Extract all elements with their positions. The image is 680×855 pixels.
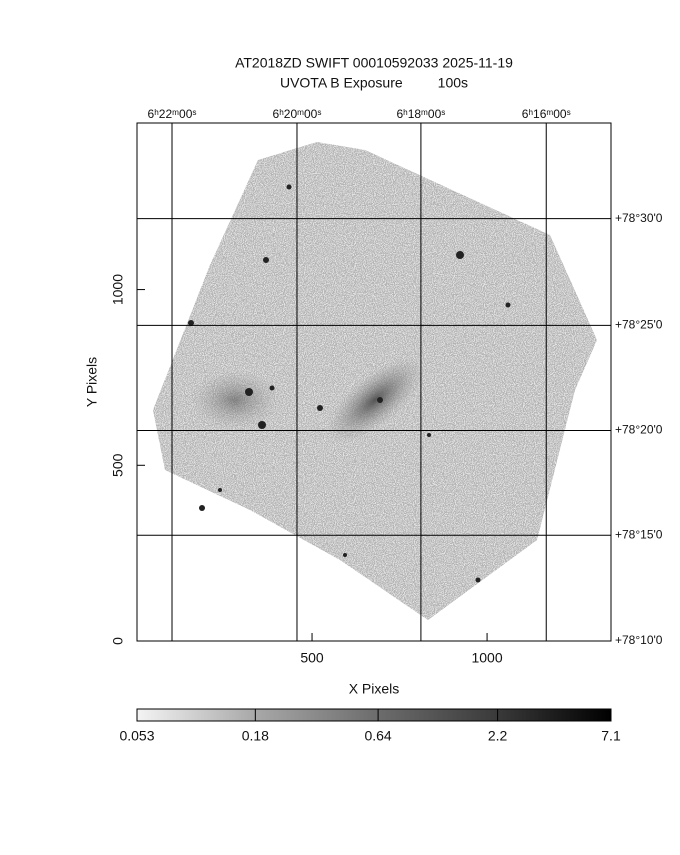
chart-subtitle: UVOTA B Exposure 100s	[280, 75, 468, 91]
chart-title: AT2018ZD SWIFT 00010592033 2025-11-19	[235, 55, 513, 71]
colorbar-tick-label: 2.2	[488, 728, 508, 744]
y-axis-label: Y Pixels	[84, 357, 100, 407]
colorbar-tick-label: 7.1	[601, 728, 621, 744]
sky-image	[153, 142, 597, 620]
y-tick-label: 0	[110, 637, 126, 645]
colorbar	[136, 708, 612, 722]
x2-tick-label: 6ʰ20ᵐ00ˢ	[273, 107, 322, 121]
x-tick-label: 1000	[471, 650, 502, 666]
x2-tick-label: 6ʰ16ᵐ00ˢ	[522, 107, 571, 121]
x2-tick-label: 6ʰ22ᵐ00ˢ	[148, 107, 197, 121]
y-tick-label: 500	[110, 453, 126, 477]
colorbar-tick-label: 0.64	[364, 728, 391, 744]
colorbar-tick-label: 0.18	[242, 728, 269, 744]
x2-tick-label: 6ʰ18ᵐ00ˢ	[396, 107, 445, 121]
y2-tick-label: +78°20'0	[615, 423, 663, 437]
y2-tick-label: +78°25'0	[615, 318, 663, 332]
y2-tick-label: +78°15'0	[615, 527, 663, 541]
y2-tick-label: +78°30'0	[615, 211, 663, 225]
x-tick-label: 500	[300, 650, 324, 666]
y-tick-label: 1000	[110, 274, 126, 305]
x-axis-label: X Pixels	[349, 681, 400, 697]
y2-tick-label: +78°10'0	[615, 633, 663, 647]
stars	[188, 184, 511, 583]
colorbar-tick-label: 0.053	[119, 728, 154, 744]
